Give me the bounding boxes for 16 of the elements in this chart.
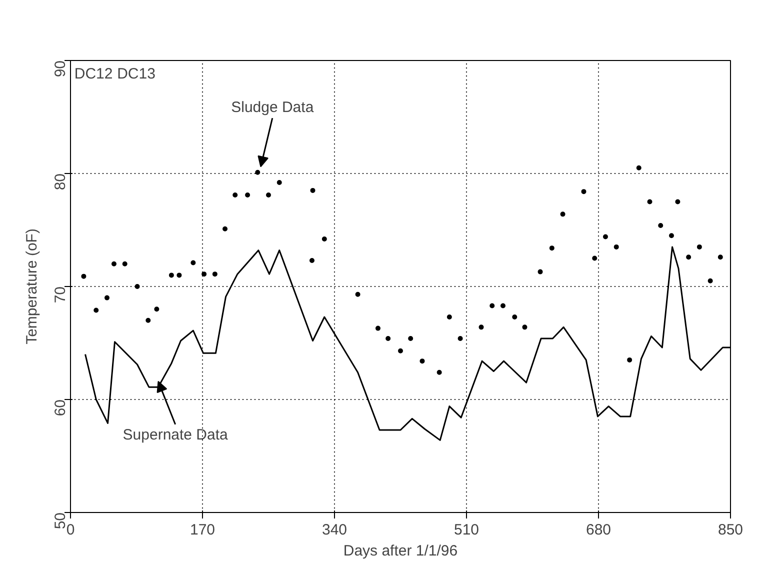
- x-tick-label: 0: [66, 522, 75, 538]
- x-axis-title: Days after 1/1/96: [343, 542, 458, 560]
- y-tick-label: 70: [52, 286, 69, 304]
- y-tick-label: 80: [52, 173, 69, 190]
- x-tick-label: 510: [454, 522, 480, 538]
- x-tick-label: 850: [718, 522, 744, 538]
- y-axis-title: Temperature (oF): [24, 228, 40, 344]
- x-tick-label: 680: [586, 522, 612, 538]
- x-tick-label: 170: [190, 522, 216, 538]
- annotation: Sludge Data: [231, 98, 314, 116]
- y-tick-label: 90: [52, 60, 69, 78]
- annotation: Supernate Data: [122, 426, 229, 444]
- annotation: DC12: [74, 66, 113, 82]
- y-tick-label: 60: [52, 399, 69, 416]
- annotation: DC13: [117, 66, 156, 82]
- x-tick-label: 340: [322, 522, 348, 538]
